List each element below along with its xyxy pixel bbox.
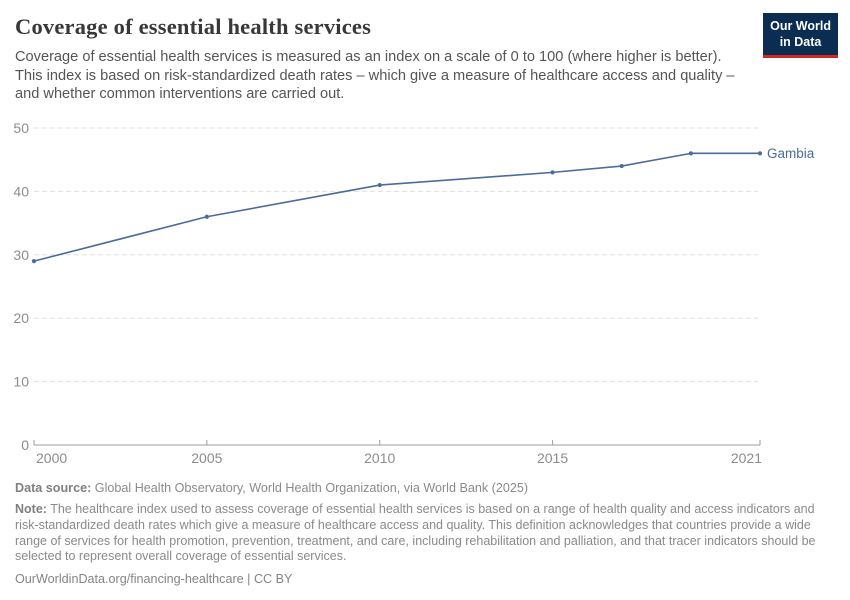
owid-logo-line2: in Data — [779, 35, 822, 50]
source-link[interactable]: OurWorldinData.org/financing-healthcare … — [15, 571, 293, 586]
y-axis-tick-label: 0 — [21, 437, 29, 453]
owid-logo-line1: Our World — [770, 19, 831, 33]
y-axis-tick-label: 30 — [13, 247, 29, 263]
y-axis-tick-label: 50 — [13, 120, 29, 136]
owid-logo[interactable]: Our World in Data — [763, 13, 838, 58]
y-axis-tick-label: 10 — [13, 374, 29, 390]
series-end-label[interactable]: Gambia — [767, 146, 815, 161]
data-point[interactable] — [550, 170, 555, 175]
note-text: The healthcare index used to assess cove… — [15, 502, 816, 564]
note-label: Note: — [15, 502, 47, 517]
data-source-text: Global Health Observatory, World Health … — [94, 481, 529, 495]
data-source-line: Data source: Global Health Observatory, … — [15, 480, 837, 496]
data-source-label: Data source: — [15, 481, 92, 495]
y-axis-tick-label: 40 — [13, 183, 29, 199]
data-point[interactable] — [377, 182, 382, 188]
chart-footer: Data source: Global Health Observatory, … — [15, 480, 837, 586]
x-axis-tick-label: 2021 — [731, 450, 762, 466]
note-line: Note: The healthcare index used to asses… — [15, 502, 837, 565]
data-point[interactable] — [757, 151, 763, 156]
x-axis-tick-label: 2010 — [364, 450, 395, 466]
y-axis-tick-label: 20 — [13, 310, 29, 326]
chart-subtitle: Coverage of essential health services is… — [15, 49, 735, 103]
data-point[interactable] — [688, 151, 693, 156]
series-line — [33, 152, 760, 262]
chart-header: Coverage of essential health services Co… — [15, 14, 740, 104]
x-axis-tick-label: 2015 — [537, 450, 568, 466]
data-point[interactable] — [31, 259, 37, 264]
x-axis-tick-label: 2005 — [191, 450, 222, 466]
data-point[interactable] — [204, 214, 209, 219]
x-axis-tick-label: 2000 — [36, 450, 67, 466]
data-point[interactable] — [619, 163, 624, 169]
chart-title: Coverage of essential health services — [15, 14, 372, 39]
